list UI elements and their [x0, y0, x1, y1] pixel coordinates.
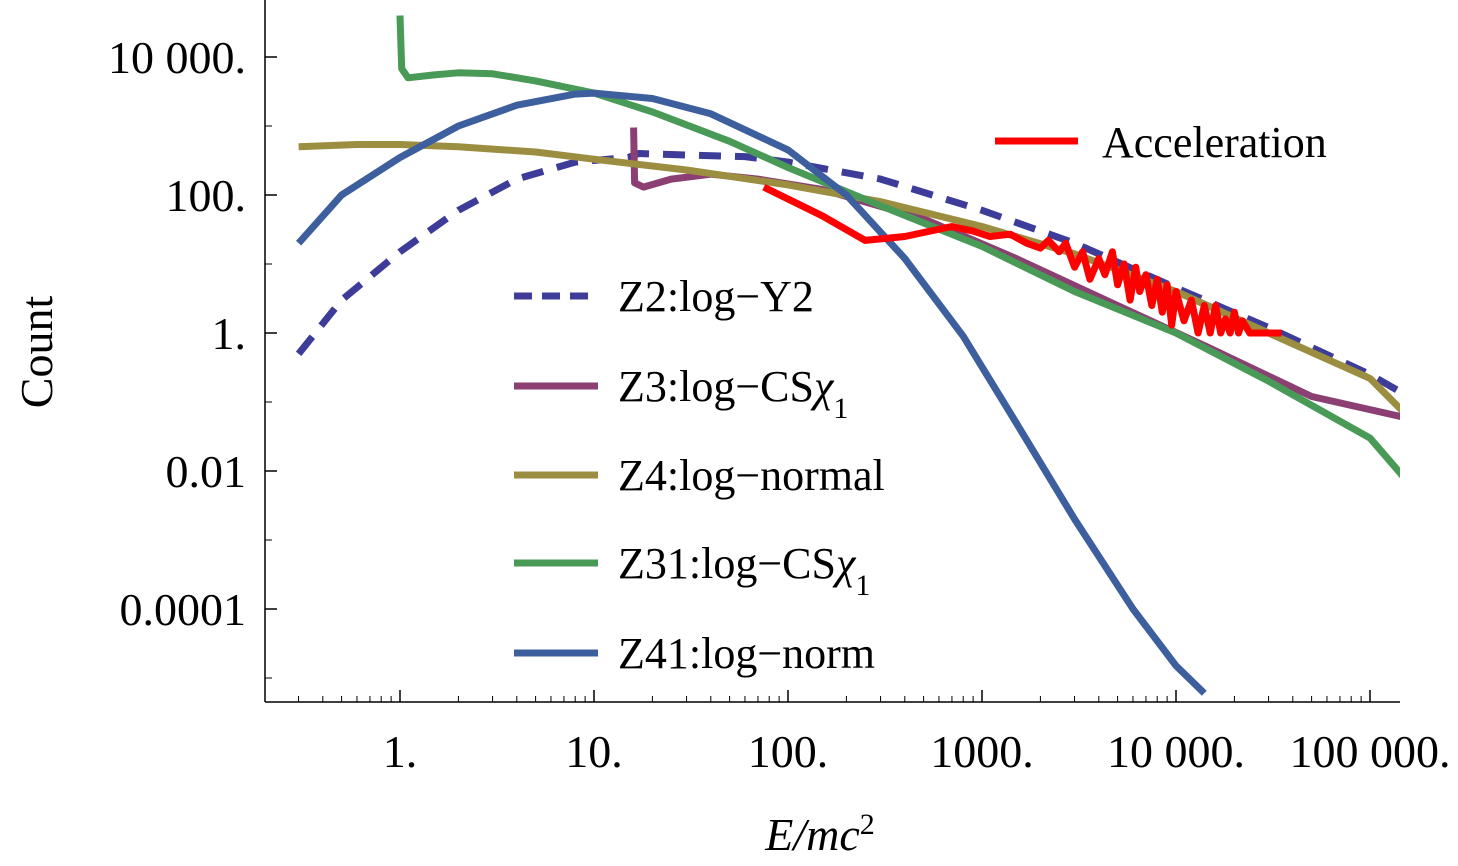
legend-main: Z2:log−Y2Z3:log−CSχ1Z4:log−normalZ31:log… [514, 272, 885, 678]
y-axis-title: Count [11, 296, 62, 409]
y-tick-label: 100. [166, 170, 247, 221]
legend-label-text: Z4:log−normal [618, 451, 885, 500]
series-line-5 [295, 89, 1207, 696]
y-ticks: 10 000. 100. 1. 0.01 0.0001 [108, 32, 277, 679]
axes [264, 0, 1400, 703]
legend-label-text: Z41:log−norm [618, 629, 875, 678]
legend-label-1: Z2:log−Y2 [618, 272, 814, 321]
x-axis-title: E/mc2 [764, 808, 875, 861]
series-line-4 [396, 15, 1400, 479]
x-tick-label: 1. [383, 726, 418, 777]
series-layer [295, 15, 1400, 696]
y-tick-label: 0.01 [166, 446, 247, 497]
x-tick-label: 1000. [930, 726, 1034, 777]
legend-label-6: Acceleration [1102, 118, 1327, 167]
series-line-6 [762, 183, 1282, 337]
legend-label-symbol: χ [832, 539, 857, 588]
series-line-3 [298, 141, 1400, 414]
legend-label-subscript: 1 [855, 569, 870, 602]
legend-label-text: Z31:log−CS [618, 539, 836, 588]
x-tick-label: 10 000. [1107, 726, 1245, 777]
legend-label-4: Z31:log−CSχ1 [618, 539, 870, 602]
legend-label-subscript: 1 [833, 392, 848, 425]
legend-label-symbol: χ [810, 362, 835, 411]
legend-label-text: Z2:log−Y2 [618, 272, 814, 321]
legend-acceleration: Acceleration [995, 118, 1327, 167]
y-tick-label: 1. [212, 308, 247, 359]
x-tick-label: 10. [565, 726, 623, 777]
x-axis-title-main: E/mc [764, 809, 860, 860]
legend-label-5: Z41:log−norm [618, 629, 875, 678]
legend-label-text: Z3:log−CS [618, 362, 814, 411]
legend-label-2: Z3:log−CSχ1 [618, 362, 848, 425]
x-tick-label: 100 000. [1290, 726, 1451, 777]
x-tick-label: 100. [748, 726, 829, 777]
y-tick-label: 0.0001 [120, 584, 247, 635]
x-ticks: 1. 10. 100. 1000. 10 000. 100 000. [298, 690, 1451, 777]
y-tick-label: 10 000. [108, 32, 246, 83]
legend-label-3: Z4:log−normal [618, 451, 885, 500]
series-line-1 [295, 150, 1400, 396]
x-axis-title-sup: 2 [860, 808, 875, 841]
